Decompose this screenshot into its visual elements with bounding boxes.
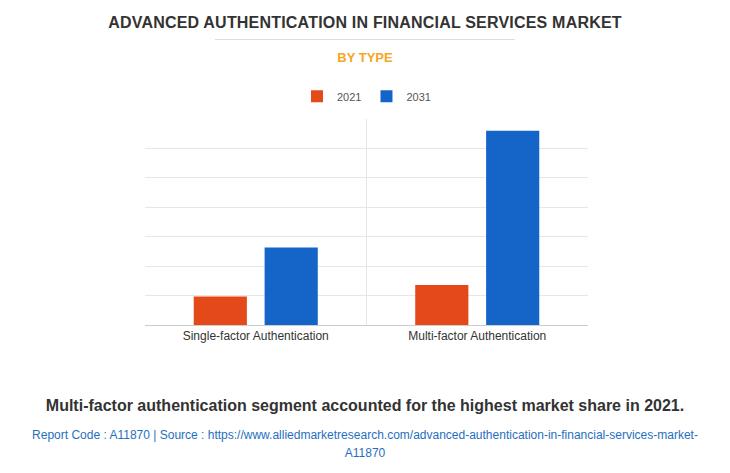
html-text:ADVANCED AUTHENTICATION IN FIN: ADVANCED AUTHENTICATION IN FINANCIAL SER…	[108, 14, 622, 31]
html-text:Report Code : A11870 | Source: Report Code : A11870 | Source : https://…	[32, 428, 698, 460]
html-text:Multi-factor authentication se: Multi-factor authentication segment acco…	[45, 397, 685, 414]
svg-text:Single-factor Authentication: Single-factor Authentication	[183, 329, 329, 343]
svg-text:Multi-factor Authentication: Multi-factor Authentication	[408, 329, 546, 343]
svg-text:2021: 2021	[337, 91, 361, 103]
html-text:BY TYPE: BY TYPE	[337, 50, 393, 65]
svg-text:2031: 2031	[406, 91, 430, 103]
